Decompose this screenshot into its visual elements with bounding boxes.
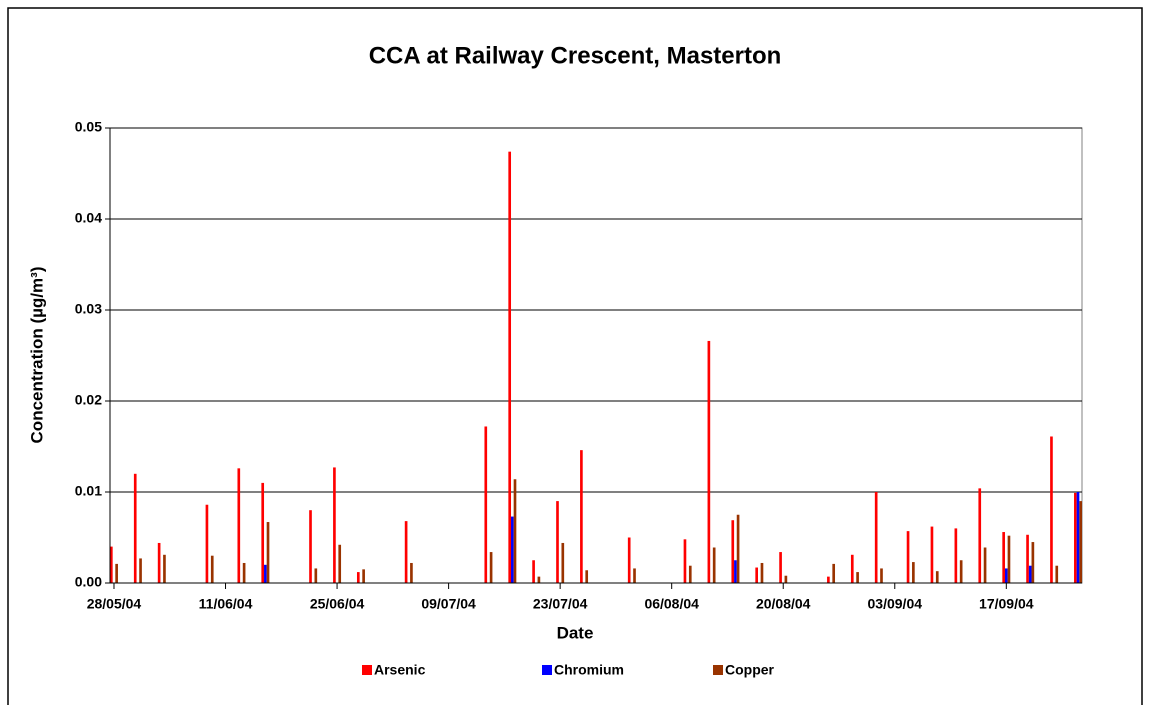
- bar: [404, 521, 408, 583]
- bar: [489, 552, 493, 583]
- bar: [110, 546, 113, 583]
- y-tick-label: 0.00: [75, 574, 102, 590]
- bar: [261, 482, 265, 583]
- bar: [115, 563, 118, 583]
- bar: [314, 568, 318, 583]
- bar: [930, 526, 934, 583]
- bar: [1028, 565, 1032, 583]
- bar: [1079, 501, 1082, 583]
- bar: [959, 560, 963, 583]
- bar: [338, 544, 342, 583]
- bar: [633, 568, 636, 583]
- legend-swatch: [542, 665, 552, 675]
- x-tick-label: 11/06/04: [199, 596, 253, 612]
- bar: [688, 565, 692, 583]
- bar: [734, 560, 737, 583]
- x-tick-label: 28/05/04: [87, 596, 142, 612]
- bar: [1026, 534, 1029, 583]
- x-tick-label: 06/08/04: [644, 596, 699, 612]
- bar: [410, 562, 413, 583]
- y-tick-label: 0.04: [75, 210, 102, 226]
- bar: [1055, 565, 1059, 583]
- bar: [508, 151, 512, 583]
- bar: [912, 562, 915, 583]
- bar: [362, 569, 365, 583]
- bar: [561, 542, 565, 583]
- legend-label: Copper: [725, 662, 775, 678]
- plot-area: [109, 127, 1083, 584]
- bar: [513, 479, 517, 583]
- bar: [1002, 532, 1005, 583]
- bar: [978, 488, 982, 583]
- bar: [880, 568, 883, 583]
- bar: [237, 468, 241, 583]
- x-tick-label: 23/07/04: [533, 596, 588, 612]
- legend-swatch: [362, 665, 372, 675]
- bar: [736, 514, 740, 583]
- bar: [856, 572, 859, 583]
- chart-title: CCA at Railway Crescent, Masterton: [369, 42, 782, 69]
- bar: [537, 576, 541, 583]
- legend-label: Arsenic: [374, 662, 426, 678]
- bar: [585, 570, 589, 583]
- x-tick-label: 17/09/04: [979, 596, 1034, 612]
- bar: [1007, 535, 1011, 583]
- y-tick-label: 0.05: [75, 119, 102, 135]
- bar: [242, 562, 246, 583]
- bar: [1050, 436, 1053, 583]
- bar: [356, 572, 360, 583]
- bar: [832, 563, 836, 583]
- bar: [1031, 542, 1035, 583]
- bar: [784, 575, 788, 583]
- legend-label: Chromium: [554, 662, 624, 678]
- bar: [139, 558, 142, 583]
- bar: [1076, 492, 1080, 583]
- bar: [935, 571, 939, 583]
- bar: [556, 501, 559, 583]
- bar: [484, 426, 488, 583]
- bar: [827, 576, 830, 583]
- y-axis-label: Concentration (µg/m³): [27, 267, 46, 444]
- y-tick-label: 0.02: [75, 392, 102, 408]
- bar: [707, 340, 711, 583]
- bar: [163, 554, 166, 583]
- bar: [1004, 568, 1008, 583]
- bar: [580, 450, 583, 583]
- bar: [264, 564, 267, 583]
- bar: [954, 528, 958, 583]
- bar: [779, 552, 782, 583]
- bar: [333, 467, 336, 583]
- bar: [511, 516, 514, 583]
- bar: [210, 555, 214, 583]
- bar: [874, 492, 878, 583]
- bar: [133, 473, 137, 583]
- bar: [712, 547, 716, 583]
- bar: [906, 531, 910, 583]
- bar: [205, 504, 209, 583]
- x-axis-label: Date: [557, 623, 594, 642]
- x-tick-label: 03/09/04: [868, 596, 923, 612]
- bar: [157, 542, 161, 583]
- bar: [1074, 492, 1077, 583]
- bar: [683, 539, 687, 583]
- bar: [309, 510, 312, 583]
- bar: [760, 562, 764, 583]
- legend-swatch: [713, 665, 723, 675]
- x-tick-label: 09/07/04: [421, 596, 476, 612]
- bar: [983, 547, 987, 583]
- bar: [755, 567, 758, 583]
- bar: [266, 522, 270, 583]
- bar: [627, 537, 631, 583]
- bar: [731, 520, 735, 583]
- x-tick-label: 20/08/04: [756, 596, 811, 612]
- x-tick-label: 25/06/04: [310, 596, 365, 612]
- bar: [532, 560, 535, 583]
- bar: [850, 554, 854, 583]
- y-tick-label: 0.01: [75, 483, 102, 499]
- y-tick-label: 0.03: [75, 301, 102, 317]
